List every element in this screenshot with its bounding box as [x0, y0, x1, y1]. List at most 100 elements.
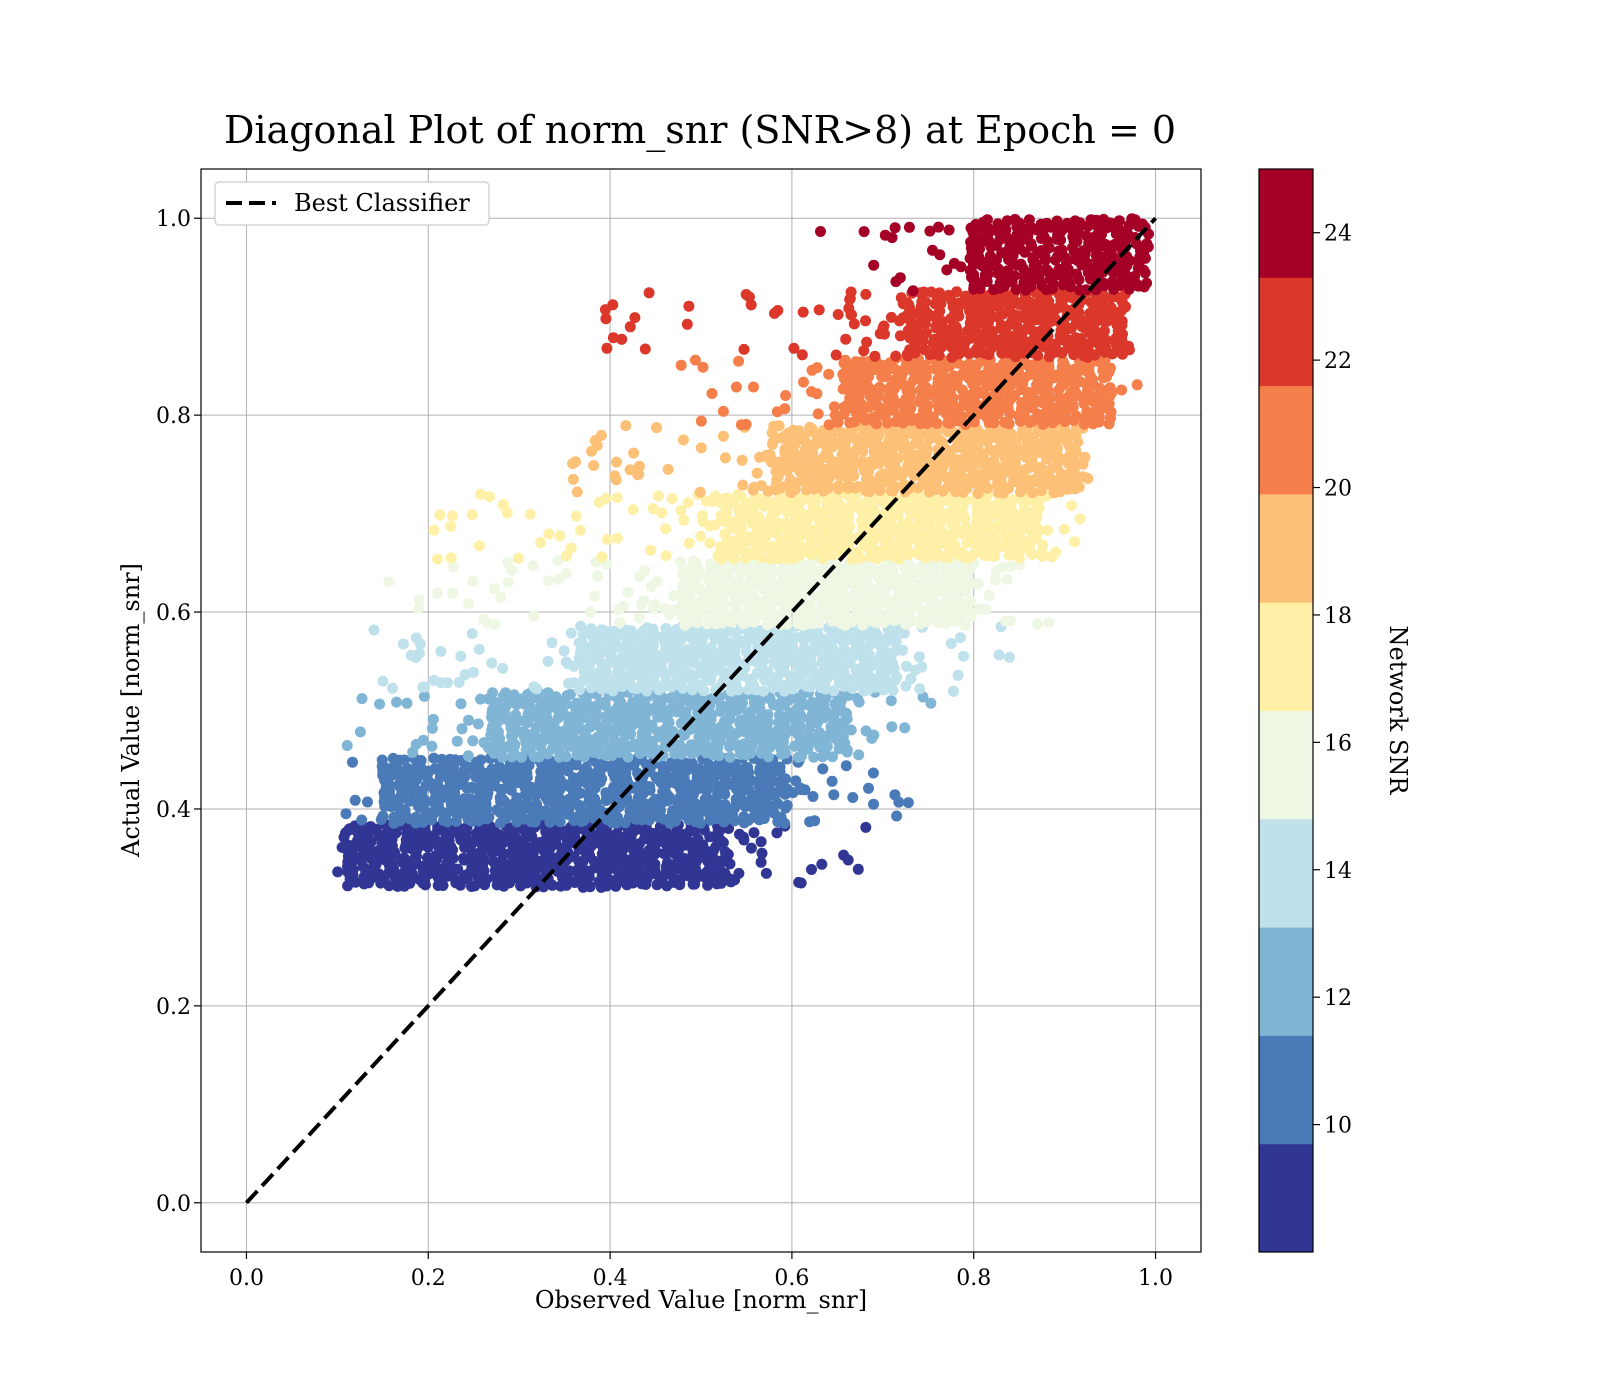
scatter-point [431, 587, 443, 599]
scatter-point [1054, 486, 1066, 498]
scatter-point [832, 309, 844, 320]
scatter-point [574, 787, 586, 799]
scatter-point [960, 620, 972, 631]
scatter-point [858, 226, 870, 238]
scatter-point [771, 827, 783, 839]
scatter-point [447, 852, 459, 864]
scatter-point [1037, 539, 1049, 551]
scatter-point [965, 222, 977, 234]
scatter-point [415, 839, 427, 851]
scatter-point [756, 847, 768, 859]
scatter-point [586, 445, 598, 457]
scatter-point [868, 504, 880, 516]
scatter-point [1008, 494, 1020, 505]
scatter-point [889, 461, 901, 473]
scatter-point [682, 644, 694, 655]
scatter-point [447, 587, 459, 599]
scatter-point [789, 576, 801, 588]
scatter-point [432, 763, 444, 775]
x-tick-label: 0.8 [956, 1266, 991, 1291]
scatter-point [466, 628, 478, 640]
colorbar-tick-label: 20 [1324, 477, 1352, 502]
scatter-point [934, 287, 945, 299]
scatter-point [524, 508, 536, 520]
scatter-point [887, 449, 899, 461]
scatter-point [787, 787, 799, 799]
scatter-point [763, 726, 775, 737]
scatter-point [992, 218, 1004, 230]
scatter-point [368, 624, 380, 636]
scatter-point [440, 809, 452, 821]
scatter-point [436, 753, 448, 765]
scatter-point [1050, 546, 1061, 558]
scatter-point [611, 532, 623, 544]
scatter-point [577, 654, 589, 666]
scatter-point [1010, 454, 1022, 465]
scatter-point [633, 468, 645, 480]
scatter-point [535, 537, 547, 549]
scatter-point [571, 486, 583, 498]
scatter-point [1081, 257, 1093, 269]
scatter-point [674, 874, 686, 886]
scatter-point [1089, 262, 1100, 274]
scatter-point [558, 645, 570, 657]
scatter-point [466, 847, 478, 858]
scatter-point [356, 693, 368, 705]
x-axis-label: Observed Value [norm_snr] [535, 1286, 867, 1314]
scatter-point [925, 697, 937, 709]
scatter-point [795, 750, 807, 762]
scatter-point [856, 455, 868, 467]
scatter-point [848, 318, 860, 330]
scatter-point [629, 312, 641, 324]
scatter-point [611, 456, 622, 468]
scatter-point [336, 841, 348, 853]
scatter-point [501, 507, 513, 519]
scatter-point [491, 804, 503, 816]
scatter-point [919, 344, 931, 356]
scatter-point [933, 400, 944, 412]
scatter-point [869, 350, 881, 362]
scatter-point [919, 589, 931, 601]
scatter-point [662, 715, 674, 727]
scatter-point [478, 737, 490, 749]
scatter-point [562, 658, 574, 670]
scatter-point [1101, 315, 1113, 327]
scatter-point [447, 510, 459, 522]
scatter-point [845, 724, 857, 736]
scatter-point [712, 549, 724, 561]
scatter-point [676, 587, 688, 599]
scatter-point [743, 565, 755, 577]
scatter-point [851, 547, 863, 559]
scatter-point [1105, 362, 1116, 374]
scatter-point [968, 283, 980, 295]
scatter-point [1131, 379, 1143, 391]
best-classifier-line [244, 216, 1158, 1205]
scatter-point [383, 576, 395, 588]
scatter-point [830, 349, 842, 361]
colorbar-tick-label: 18 [1324, 604, 1352, 629]
scatter-point [615, 696, 627, 708]
scatter-point [1025, 388, 1037, 400]
scatter-point [505, 875, 517, 886]
scatter-point [560, 567, 572, 579]
scatter-point [1051, 215, 1063, 227]
scatter-point [1114, 224, 1126, 236]
scatter-point [601, 636, 613, 648]
scatter-point [332, 866, 344, 878]
scatter-point [472, 718, 484, 730]
scatter-point [445, 798, 457, 810]
scatter-point [931, 571, 942, 583]
scatter-point [841, 707, 852, 719]
scatter-point [356, 814, 368, 826]
scatter-point [840, 760, 852, 772]
scatter-point [847, 792, 859, 803]
scatter-point [678, 852, 690, 864]
scatter-point [683, 300, 695, 312]
scatter-point [1023, 214, 1035, 226]
scatter-point [475, 754, 487, 766]
scatter-point [807, 791, 819, 802]
scatter-point [801, 493, 813, 504]
scatter-point [886, 721, 898, 733]
